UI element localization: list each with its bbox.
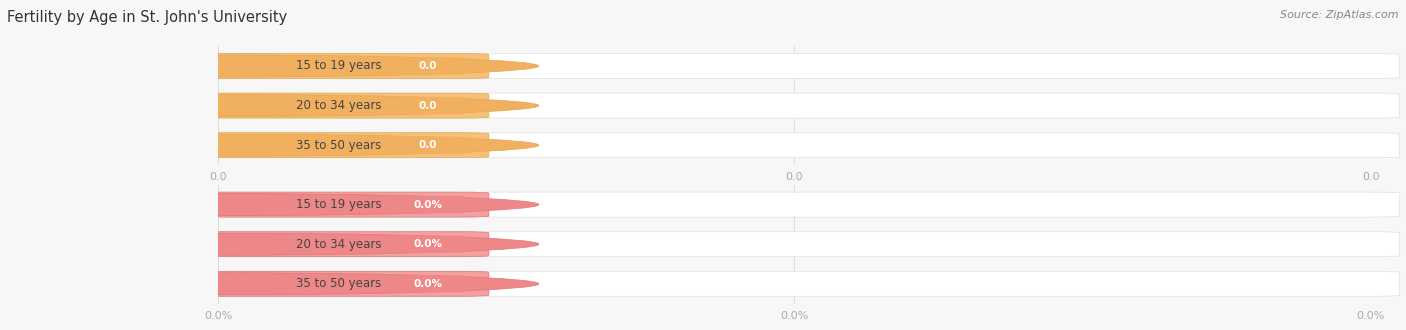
Text: 20 to 34 years: 20 to 34 years — [297, 238, 382, 251]
Circle shape — [0, 95, 538, 116]
Circle shape — [0, 233, 538, 255]
Text: 0.0: 0.0 — [209, 172, 226, 182]
Text: 0.0%: 0.0% — [204, 311, 232, 321]
Text: Fertility by Age in St. John's University: Fertility by Age in St. John's Universit… — [7, 10, 287, 25]
FancyBboxPatch shape — [188, 271, 489, 296]
Text: 0.0%: 0.0% — [413, 239, 443, 249]
FancyBboxPatch shape — [391, 275, 464, 292]
Text: 0.0%: 0.0% — [1357, 311, 1385, 321]
FancyBboxPatch shape — [188, 271, 1400, 296]
Text: 15 to 19 years: 15 to 19 years — [297, 59, 382, 73]
FancyBboxPatch shape — [391, 97, 464, 114]
Circle shape — [0, 273, 538, 295]
Circle shape — [0, 194, 538, 215]
Text: 20 to 34 years: 20 to 34 years — [297, 99, 382, 112]
Text: 0.0%: 0.0% — [413, 279, 443, 289]
Text: 0.0: 0.0 — [419, 101, 437, 111]
Text: 35 to 50 years: 35 to 50 years — [297, 277, 381, 290]
FancyBboxPatch shape — [391, 236, 464, 253]
Text: 0.0: 0.0 — [419, 61, 437, 71]
FancyBboxPatch shape — [188, 232, 489, 257]
FancyBboxPatch shape — [188, 93, 1400, 118]
FancyBboxPatch shape — [188, 192, 1400, 217]
Text: 0.0: 0.0 — [786, 172, 803, 182]
Text: 0.0: 0.0 — [419, 140, 437, 150]
FancyBboxPatch shape — [188, 93, 489, 118]
Text: 35 to 50 years: 35 to 50 years — [297, 139, 381, 152]
FancyBboxPatch shape — [188, 133, 1400, 158]
FancyBboxPatch shape — [188, 192, 489, 217]
Circle shape — [0, 134, 538, 156]
Circle shape — [0, 55, 538, 77]
FancyBboxPatch shape — [188, 53, 489, 79]
Text: 0.0%: 0.0% — [413, 200, 443, 210]
FancyBboxPatch shape — [188, 133, 489, 158]
FancyBboxPatch shape — [188, 53, 1400, 79]
FancyBboxPatch shape — [188, 232, 1400, 257]
Text: 15 to 19 years: 15 to 19 years — [297, 198, 382, 211]
FancyBboxPatch shape — [391, 196, 464, 213]
FancyBboxPatch shape — [391, 137, 464, 154]
Text: Source: ZipAtlas.com: Source: ZipAtlas.com — [1281, 10, 1399, 20]
Text: 0.0%: 0.0% — [780, 311, 808, 321]
FancyBboxPatch shape — [391, 57, 464, 75]
Text: 0.0: 0.0 — [1362, 172, 1379, 182]
